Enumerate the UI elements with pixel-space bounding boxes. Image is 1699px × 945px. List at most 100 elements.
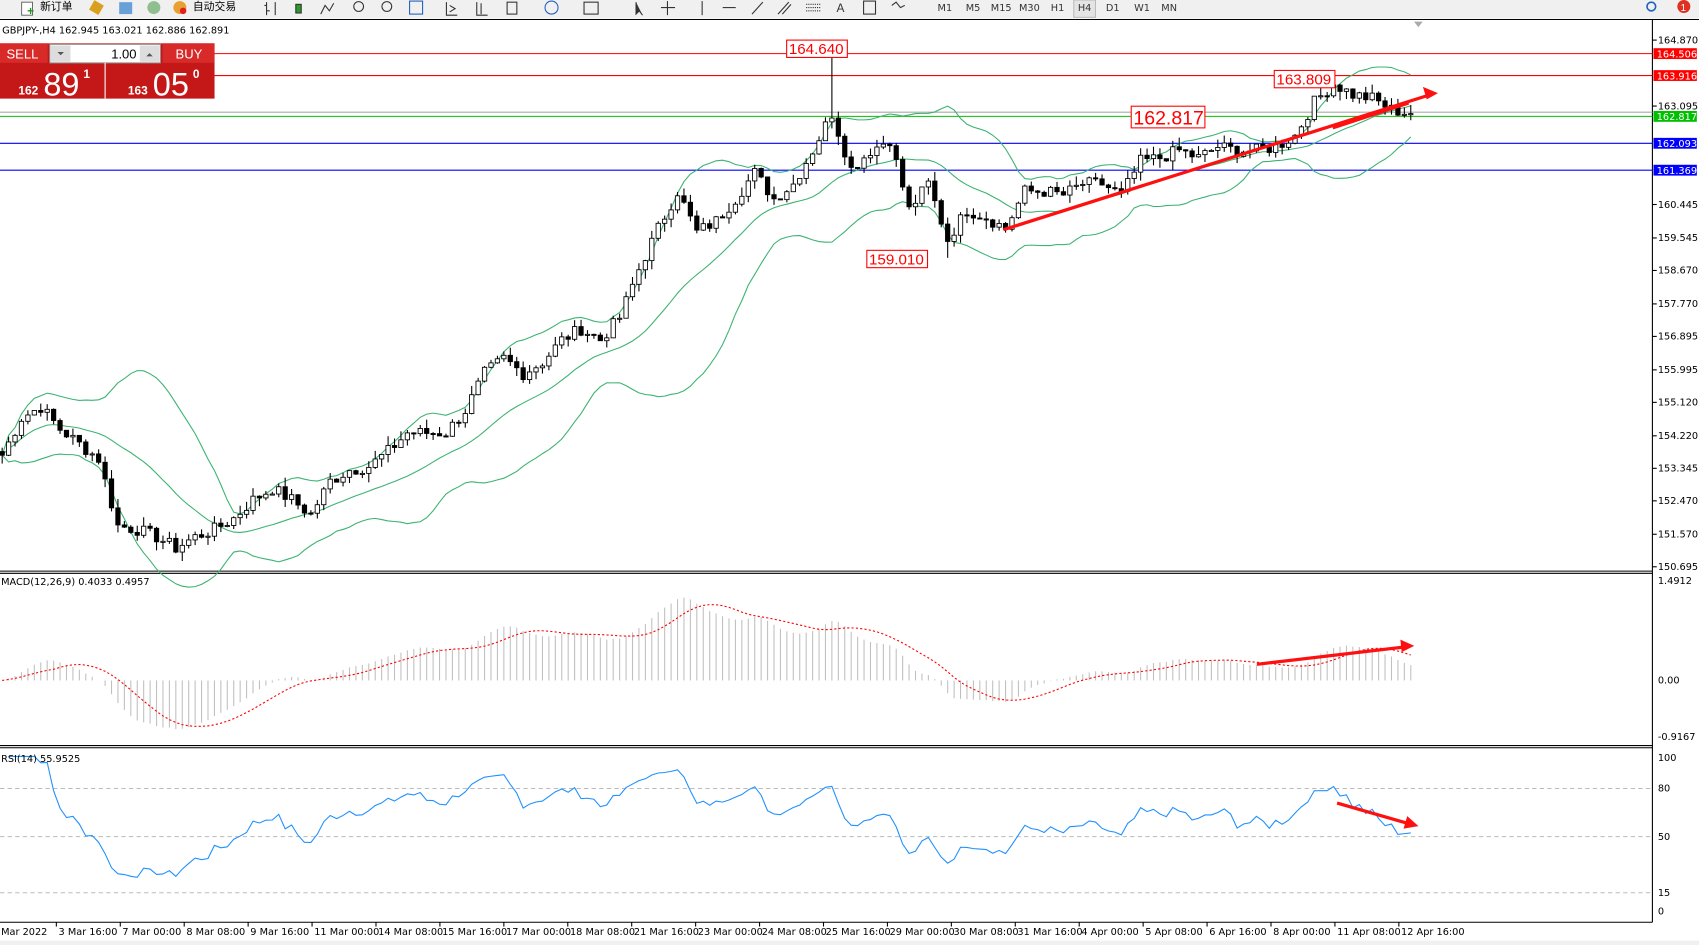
bear-candle-body [565,336,571,340]
candle [1356,91,1362,104]
bear-candle-body [520,367,526,381]
zoom-out-icon[interactable] [381,1,393,12]
notification-icon[interactable] [1677,0,1691,14]
timeframe-mn[interactable]: MN [1161,3,1177,14]
templates-icon[interactable] [583,1,599,15]
time-axis[interactable]: Mar 2022 3 Mar 16:00 7 Mar 00:00 8 Mar 08:0… [1,922,1465,938]
candle [1337,83,1343,101]
time-tick-label: 23 Mar 00:00 [698,927,763,938]
level-label: 163.916 [1657,71,1697,82]
candle [321,486,327,511]
chart-shift-marker[interactable] [1414,21,1423,28]
candle [12,433,18,447]
bull-candle-body [1356,92,1362,99]
fibonacci-icon[interactable] [806,3,822,12]
zoom-in-icon[interactable] [353,1,365,12]
candle [655,221,661,242]
bear-candle-body [108,478,115,509]
candle [51,408,57,425]
candle [880,135,886,150]
candle [732,201,739,215]
candle [1363,86,1369,104]
buy-price[interactable]: 163 05 0 [128,66,200,102]
lot-input[interactable]: 1.00 [111,47,136,62]
bull-candle-body [636,269,642,285]
bear-candle-body [436,433,443,437]
trendline-icon[interactable] [751,1,764,15]
chart-shift-icon[interactable] [476,2,488,16]
bear-candle-body [282,486,288,500]
level-label: 162.817 [1657,112,1697,123]
candle [1041,190,1047,197]
timeframe-h4[interactable]: H4 [1078,3,1092,14]
bear-candle-body [514,361,520,369]
buy-button[interactable] [162,43,215,63]
bull-candle-body [5,441,12,456]
candle [893,142,899,167]
candle [134,525,140,541]
indicators-icon[interactable] [506,1,518,15]
timeframe-m15[interactable]: M15 [991,3,1012,14]
time-tick-label: 18 Mar 08:00 [570,927,635,938]
auto-trading-button[interactable]: 自动交易 [173,0,236,15]
price-annotation-box [1130,105,1206,129]
signal-icon[interactable] [147,1,161,15]
price-axis[interactable]: 164.870 163.095 160.445 159.545 158.670 157.7… [1652,35,1698,573]
bear-candle-body [153,527,160,543]
line-chart-icon[interactable] [320,2,335,15]
bull-candle-body [179,544,185,553]
bull-candle-body [469,394,475,414]
timeframe-m1[interactable]: M1 [938,3,953,14]
macd-tick-label: 1.4912 [1658,576,1692,587]
macd-tick-label: 0.00 [1658,676,1680,687]
candle [1022,184,1028,206]
sell-price[interactable]: 162 89 1 [18,66,90,102]
bull-candle-body [1195,154,1202,158]
bull-candle-body [385,445,391,455]
timeframe-m5[interactable]: M5 [966,3,981,14]
bull-candle-body [269,493,275,496]
bull-candle-body [192,534,198,541]
bear-candle-body [1382,100,1388,108]
new-order-button[interactable]: + 新订单 [21,0,73,18]
candle [636,263,642,292]
terminal-icon[interactable] [119,2,133,15]
candle [1285,139,1292,151]
timeframe-m30[interactable]: M30 [1019,3,1040,14]
bar-chart-icon[interactable] [264,2,276,16]
search-icon[interactable] [1646,1,1657,12]
sell-button[interactable] [0,43,48,63]
candle [1195,146,1202,158]
timeframe-d1[interactable]: D1 [1106,3,1120,14]
bull-candle-body [1311,95,1317,120]
timeframe-h1[interactable]: H1 [1051,3,1065,14]
macd-tick-label: -0.9167 [1658,732,1696,743]
history-icon[interactable] [89,0,104,15]
candle [411,432,417,440]
timeframe-w1[interactable]: W1 [1134,3,1150,14]
candle [719,214,726,219]
candle [565,334,571,347]
channel-icon[interactable] [777,1,792,15]
bollinger-upper [1,66,1412,515]
candlesticks [0,48,1414,561]
text-label-icon[interactable] [863,0,877,15]
price-tick-label: 158.670 [1658,266,1698,277]
candle [494,355,501,364]
rsi-tick-label: 80 [1658,784,1670,795]
text-icon[interactable]: A [836,1,844,15]
candle [1073,176,1079,190]
price-annotations: 164.640 163.809 162.817 159.010 [786,39,1336,268]
candle [314,499,320,519]
crosshair-icon[interactable] [660,1,676,16]
periods-icon[interactable] [544,0,559,15]
arrows-icon[interactable] [891,1,906,9]
bull-candle-body [18,420,25,436]
autoscroll-icon[interactable] [445,2,458,16]
tile-windows-icon[interactable] [409,0,424,15]
candle-chart-icon[interactable] [295,3,302,14]
candle [771,186,777,205]
bull-candle-body [44,408,50,413]
bull-candle-body [803,163,809,179]
price-tick-label: 150.695 [1658,562,1698,573]
